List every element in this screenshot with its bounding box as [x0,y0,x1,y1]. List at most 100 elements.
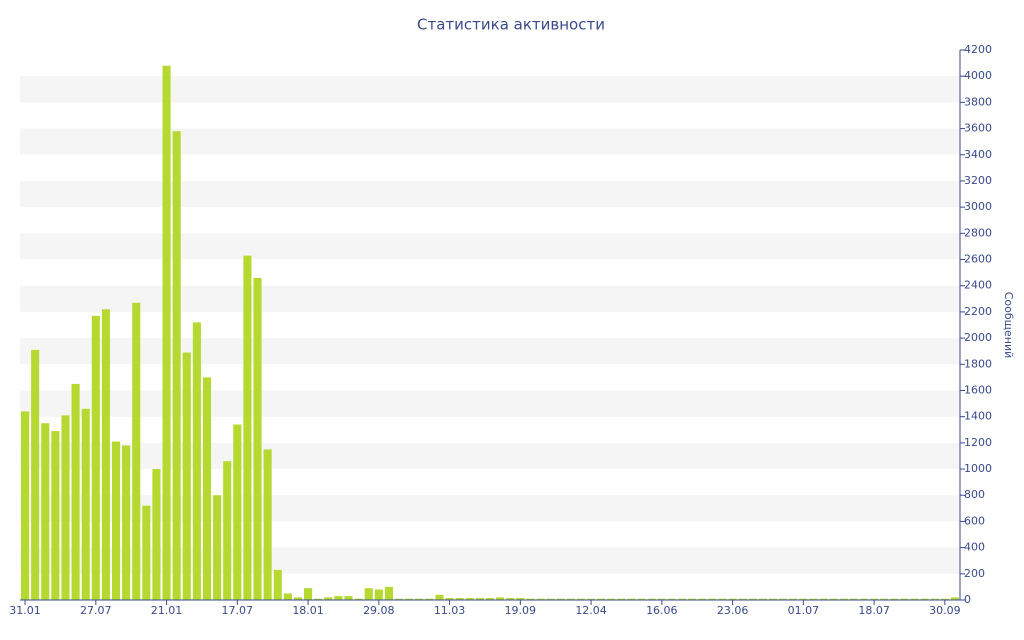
bar [364,588,373,600]
bar [576,598,586,600]
y-tick-label: 800 [964,488,985,501]
bar [900,598,909,600]
bar [748,598,757,600]
y-tick-label: 0 [964,593,971,606]
bar [839,598,848,600]
bar [566,598,575,600]
y-tick-label: 2000 [964,331,992,344]
bar [768,598,778,600]
bar [384,586,393,600]
y-tick-label: 3800 [964,95,992,108]
y-axis-label: Сообщений [1002,292,1015,359]
bar [394,598,404,600]
grid-band [20,338,960,365]
bar [172,131,181,600]
bar [738,598,747,600]
bar [829,598,838,600]
bar [202,377,212,600]
bar [718,598,727,600]
bar [930,598,939,600]
bar [678,598,687,600]
bar [536,598,545,600]
bar [485,598,495,600]
bar [526,598,535,600]
grid-band [20,495,960,522]
bar [435,594,444,600]
y-tick-label: 3400 [964,148,992,161]
x-tick-label: 19.09 [505,604,537,617]
y-tick-label: 4000 [964,69,992,82]
bar [758,598,767,600]
x-tick-label: 12.04 [575,604,607,617]
bar [293,597,302,600]
bar [779,598,788,600]
bar [607,598,616,600]
bar [21,411,30,600]
bar [647,598,656,600]
bar [263,449,272,600]
bar [799,598,808,600]
bar [667,598,676,600]
bar [405,598,414,600]
x-tick-label: 11.03 [434,604,466,617]
grid-band [20,128,960,155]
bar [374,589,383,600]
bar [809,598,818,600]
bar [304,588,313,600]
x-tick-label: 21.01 [151,604,183,617]
grid-band [20,547,960,574]
grid-band [20,285,960,312]
y-tick-label: 1200 [964,436,992,449]
x-tick-label: 31.01 [9,604,41,617]
y-tick-label: 3200 [964,174,992,187]
y-tick-label: 2400 [964,279,992,292]
bar [314,598,323,600]
bar [597,598,606,600]
bar [728,598,737,600]
y-tick-label: 1600 [964,383,992,396]
bar [890,598,899,600]
y-tick-label: 2600 [964,253,992,266]
bar [61,415,70,600]
bar [415,598,424,600]
bar [324,597,333,600]
grid-band [20,390,960,417]
bar [637,598,646,600]
x-tick-label: 18.07 [858,604,890,617]
bar [617,598,626,600]
bar [445,598,454,600]
bar [587,598,596,600]
bar [213,495,222,600]
bar [111,441,121,600]
y-tick-label: 2200 [964,305,992,318]
bar [940,598,949,600]
bar [273,569,282,600]
bar [91,315,100,600]
x-tick-label: 01.07 [788,604,820,617]
y-tick-label: 2800 [964,226,992,239]
bar [253,277,262,600]
bar [920,598,929,600]
x-tick-label: 17.07 [222,604,254,617]
bar [182,352,191,600]
grid-band [20,76,960,103]
bar [132,302,141,600]
bar [354,598,363,600]
bar [81,408,90,600]
y-tick-label: 4200 [964,43,992,56]
bar [546,598,555,600]
x-tick-label: 27.07 [80,604,112,617]
bar [51,431,60,600]
bar [627,598,636,600]
bar [496,597,505,600]
bar [192,322,201,600]
x-tick-label: 18.01 [292,604,324,617]
x-tick-label: 30.09 [929,604,961,617]
bar [950,597,959,600]
bar [789,598,798,600]
bar [122,445,131,600]
bar [283,593,292,600]
bar [910,598,919,600]
y-tick-label: 200 [964,567,985,580]
